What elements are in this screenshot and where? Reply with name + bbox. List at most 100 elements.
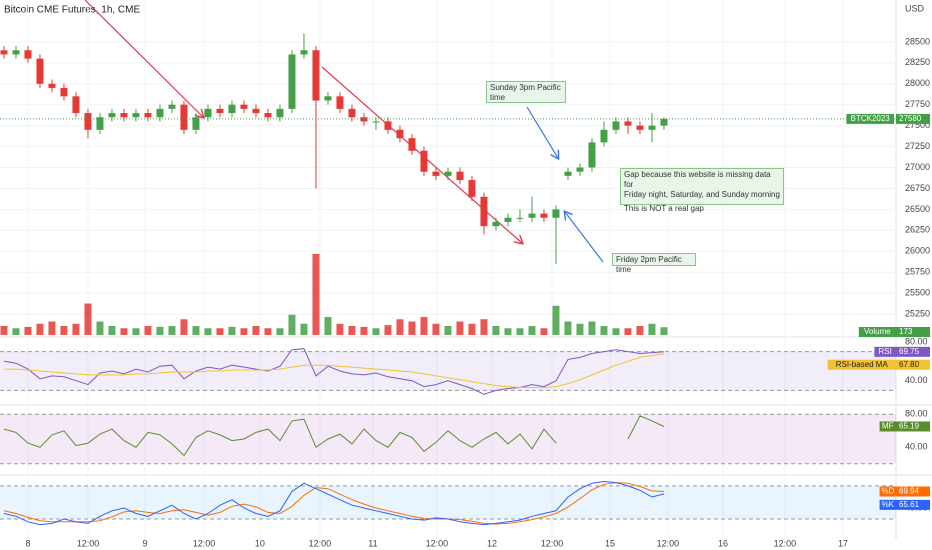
candle-body	[312, 50, 320, 101]
volume-bar	[456, 321, 464, 335]
volume-bar	[240, 328, 248, 335]
candle-body	[12, 50, 20, 55]
candle-body	[144, 113, 152, 118]
volume-bar	[180, 319, 188, 335]
legend-label: RSI-based MA	[836, 360, 889, 369]
legend-label: %D	[881, 487, 894, 496]
candle-body	[636, 125, 644, 130]
value-label: 69.94	[899, 487, 920, 496]
volume-bar	[288, 314, 296, 335]
volume-bar	[552, 305, 560, 335]
volume-bar	[132, 328, 140, 335]
candle-body	[96, 117, 104, 130]
value-tag	[896, 499, 930, 510]
volume-bar	[588, 321, 596, 335]
volume-bar	[312, 254, 320, 335]
y-tick-label: 40.00	[905, 442, 928, 452]
volume-bar	[540, 328, 548, 335]
candle-body	[492, 221, 500, 227]
y-tick-label: 80.00	[905, 336, 928, 346]
value-label: 69.75	[899, 347, 920, 356]
value-label: 65.19	[899, 422, 920, 431]
value-tag	[896, 486, 930, 497]
candle-body	[600, 129, 608, 143]
candle-body	[612, 121, 620, 130]
legend-label: MF	[882, 422, 894, 431]
band-fill	[0, 351, 896, 391]
y-tick-label: 80.00	[905, 409, 928, 419]
trend-arrow	[84, 0, 203, 117]
volume-bar	[48, 321, 56, 335]
y-tick-label: 25750	[905, 267, 930, 277]
y-tick-label: 26750	[905, 183, 930, 193]
annotation: Friday 2pm Pacific time	[612, 253, 696, 274]
x-tick-label: 12:00	[541, 538, 564, 548]
volume-bar	[336, 323, 344, 335]
candle-body	[396, 129, 404, 139]
x-tick-label: 12:00	[77, 538, 100, 548]
volume-bar	[72, 323, 80, 335]
volume-bar	[360, 326, 368, 335]
volume-bar	[348, 326, 356, 335]
volume-bar	[600, 326, 608, 335]
volume-bar	[96, 321, 104, 335]
value-tag	[896, 346, 930, 357]
candle-body	[528, 213, 536, 218]
legend-tag	[879, 499, 896, 510]
x-tick-label: 12:00	[193, 538, 216, 548]
candle-body	[192, 117, 200, 130]
candle-body	[132, 113, 140, 118]
volume-bar	[36, 323, 44, 335]
candle-body	[24, 50, 32, 59]
candle-body	[0, 50, 8, 55]
candle-body	[480, 196, 488, 227]
y-tick-label: 28250	[905, 57, 930, 67]
y-tick-label: 27500	[905, 120, 930, 130]
y-tick-label: 25250	[905, 308, 930, 318]
candle-body	[168, 104, 176, 109]
drawings	[84, 0, 604, 263]
candle-body	[552, 209, 560, 218]
candle-body	[624, 121, 632, 126]
indicator-line	[4, 353, 665, 388]
candle-body	[576, 167, 584, 172]
value-tag	[896, 421, 930, 432]
y-tick-label: 27250	[905, 141, 930, 151]
volume-bar	[120, 328, 128, 335]
volume-bar	[24, 326, 32, 335]
legend-label: Volume	[864, 327, 891, 336]
volume-bar	[612, 328, 620, 335]
value-label: 65.61	[899, 500, 920, 509]
candle-body	[84, 113, 92, 130]
symbol-tag	[846, 113, 894, 124]
indicator-line	[3, 348, 665, 395]
y-tick-label: 40.00	[905, 375, 928, 385]
volume-bar	[660, 327, 668, 335]
indicator-line	[3, 482, 665, 525]
volume-bar	[324, 317, 332, 335]
volume-bar	[624, 328, 632, 335]
volume-bar	[420, 317, 428, 335]
candle-body	[276, 108, 284, 118]
annotation-text: Friday 2pm Pacific time	[616, 255, 682, 274]
candle-body	[264, 113, 272, 118]
volume-bar	[372, 328, 380, 335]
candle-body	[228, 104, 236, 114]
candle-body	[204, 108, 212, 118]
volume-bar	[264, 328, 272, 335]
x-tick-label: 17	[838, 538, 848, 548]
candle-body	[444, 171, 452, 176]
candle-body	[504, 217, 512, 222]
indicator-line	[3, 480, 665, 526]
y-tick-label: 27750	[905, 99, 930, 109]
legend-label: RSI	[879, 347, 892, 356]
legend-tag	[858, 327, 896, 337]
x-tick-label: 12:00	[657, 538, 680, 548]
x-tick-label: 10	[255, 538, 265, 548]
legend-tag	[874, 346, 896, 357]
volume-bar	[84, 303, 92, 335]
volume-bar	[516, 328, 524, 335]
candle-body	[324, 96, 332, 101]
